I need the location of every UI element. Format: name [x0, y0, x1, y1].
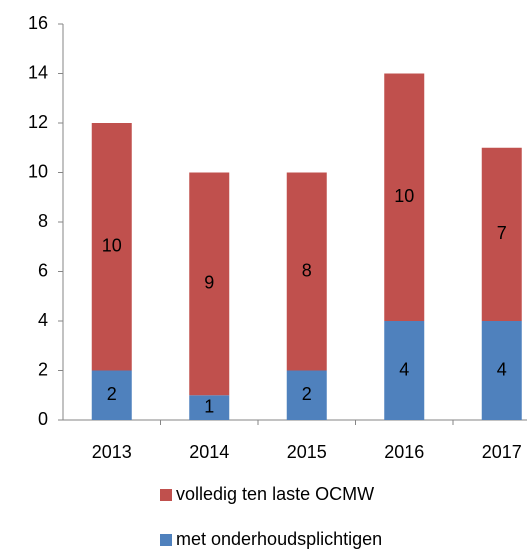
data-label: 7: [497, 223, 507, 243]
bar-segment: [286, 172, 327, 371]
x-tick-label: 2016: [384, 442, 424, 462]
bar-segment: [189, 172, 230, 396]
x-tick-label: 2013: [92, 442, 132, 462]
data-label: 9: [204, 273, 214, 293]
y-tick-label: 8: [38, 211, 48, 231]
x-tick-label: 2015: [287, 442, 327, 462]
y-tick-label: 6: [38, 260, 48, 280]
bar-segment: [286, 370, 327, 420]
y-tick-label: 4: [38, 310, 48, 330]
bar-segment: [91, 123, 132, 371]
data-label: 10: [102, 236, 122, 256]
bar-segment: [384, 321, 425, 420]
y-tick-label: 2: [38, 359, 48, 379]
data-label: 10: [394, 186, 414, 206]
bar-segment: [189, 395, 230, 420]
data-label: 2: [107, 384, 117, 404]
bar-segment: [481, 321, 522, 420]
data-label: 8: [302, 260, 312, 280]
y-tick-label: 14: [28, 62, 48, 82]
y-tick-label: 12: [28, 112, 48, 132]
data-label: 2: [302, 384, 312, 404]
x-tick-label: 2014: [189, 442, 229, 462]
y-tick-label: 10: [28, 161, 48, 181]
legend-swatch: [160, 489, 172, 501]
x-tick-label: 2017: [482, 442, 522, 462]
legend-label: volledig ten laste OCMW: [176, 484, 374, 504]
bar-segment: [91, 370, 132, 420]
data-label: 4: [497, 359, 507, 379]
y-tick-label: 0: [38, 409, 48, 429]
data-label: 1: [204, 396, 214, 416]
y-tick-label: 16: [28, 13, 48, 33]
legend-label: met onderhoudsplichtigen: [176, 529, 382, 549]
bar-segment: [384, 73, 425, 321]
bar-segment: [481, 147, 522, 321]
legend-swatch: [160, 534, 172, 546]
data-label: 4: [399, 359, 409, 379]
